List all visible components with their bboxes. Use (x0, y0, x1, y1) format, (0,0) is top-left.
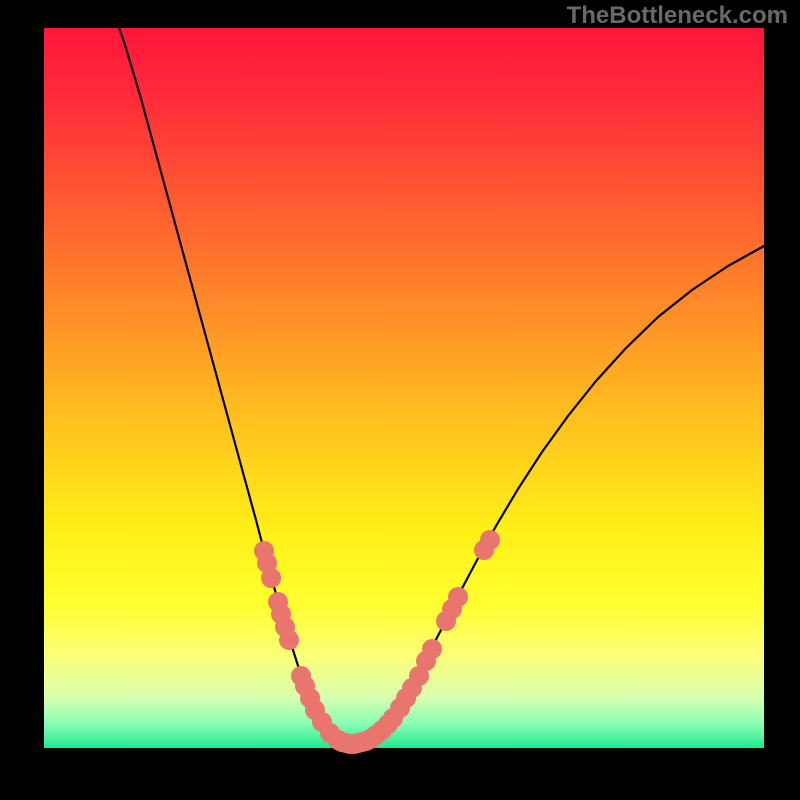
data-marker (261, 568, 281, 588)
watermark-text: TheBottleneck.com (567, 2, 788, 30)
data-marker (448, 587, 468, 607)
data-marker (480, 530, 500, 550)
bottleneck-chart (0, 0, 800, 800)
data-marker (422, 639, 442, 659)
data-marker (279, 630, 299, 650)
